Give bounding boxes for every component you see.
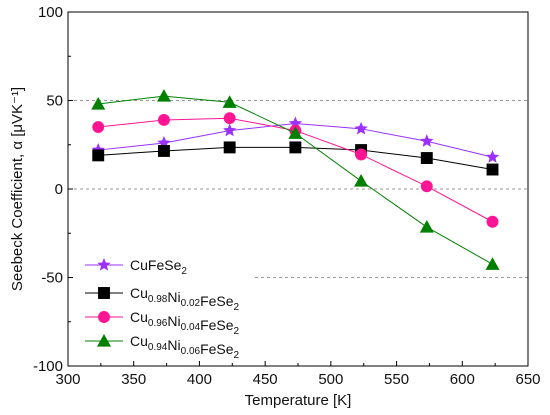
x-tick-label: 350 xyxy=(121,371,146,388)
data-point xyxy=(92,121,105,133)
x-tick-label: 400 xyxy=(187,371,212,388)
x-tick-label: 450 xyxy=(253,371,278,388)
legend-label: Cu0.94Ni0.06FeSe2 xyxy=(130,333,240,361)
x-tick-label: 600 xyxy=(450,371,475,388)
grid-lines xyxy=(68,100,528,278)
data-point xyxy=(223,123,237,137)
data-point xyxy=(486,215,499,228)
data-point xyxy=(354,174,369,187)
data-point xyxy=(223,112,236,125)
data-point xyxy=(156,89,171,102)
data-point xyxy=(419,220,434,233)
series-triangle xyxy=(91,89,500,270)
data-point xyxy=(92,149,105,162)
y-axis-title: Seebeck Coefficient, α [μVK⁻¹] xyxy=(9,87,26,291)
x-tick-label: 650 xyxy=(515,371,540,388)
data-point xyxy=(157,144,170,157)
legend-entry: Cu0.94Ni0.06FeSe2 xyxy=(85,333,240,361)
legend-marker xyxy=(98,287,110,299)
y-tick-label: 50 xyxy=(46,93,63,110)
data-point xyxy=(157,114,170,126)
y-tick-label: 0 xyxy=(55,181,63,198)
data-point xyxy=(91,97,106,110)
y-tick-label: -50 xyxy=(41,270,63,287)
legend-entry: CuFeSe2 xyxy=(85,257,187,277)
series-star xyxy=(91,116,500,163)
legend-label: Cu0.96Ni0.04FeSe2 xyxy=(130,309,240,337)
data-point xyxy=(485,257,500,270)
y-tick-label: -100 xyxy=(33,358,63,375)
data-point xyxy=(485,150,500,163)
data-point xyxy=(486,163,499,176)
data-point xyxy=(355,148,368,161)
series-square xyxy=(92,141,499,176)
data-point xyxy=(420,134,434,147)
data-point xyxy=(420,152,433,164)
legend-entry: Cu0.96Ni0.04FeSe2 xyxy=(85,309,240,337)
legend-marker xyxy=(97,334,111,347)
data-point xyxy=(354,121,368,135)
data-point xyxy=(289,141,302,154)
x-tick-label: 550 xyxy=(384,371,409,388)
legend-label: CuFeSe2 xyxy=(130,257,187,277)
legend-entry: Cu0.98Ni0.02FeSe2 xyxy=(85,285,240,313)
data-point xyxy=(420,180,433,193)
legend-label: Cu0.98Ni0.02FeSe2 xyxy=(130,285,240,313)
legend-marker xyxy=(98,311,110,323)
axis-ticks: 300 350 400 450 500 550 600 650 -100 -50 0 50 100 xyxy=(33,4,541,388)
x-tick-label: 500 xyxy=(318,371,343,388)
series-layer xyxy=(91,89,500,270)
legend: CuFeSe2 Cu0.98Ni0.02FeSe2Cu0.96Ni0.04FeSe… xyxy=(85,257,240,361)
data-point xyxy=(288,126,303,139)
x-axis-title: Temperature [K] xyxy=(245,392,352,409)
data-point xyxy=(222,95,237,108)
data-point xyxy=(223,141,236,154)
x-tick-label: 300 xyxy=(55,371,80,388)
y-tick-label: 100 xyxy=(38,4,63,21)
legend-marker xyxy=(97,258,111,271)
